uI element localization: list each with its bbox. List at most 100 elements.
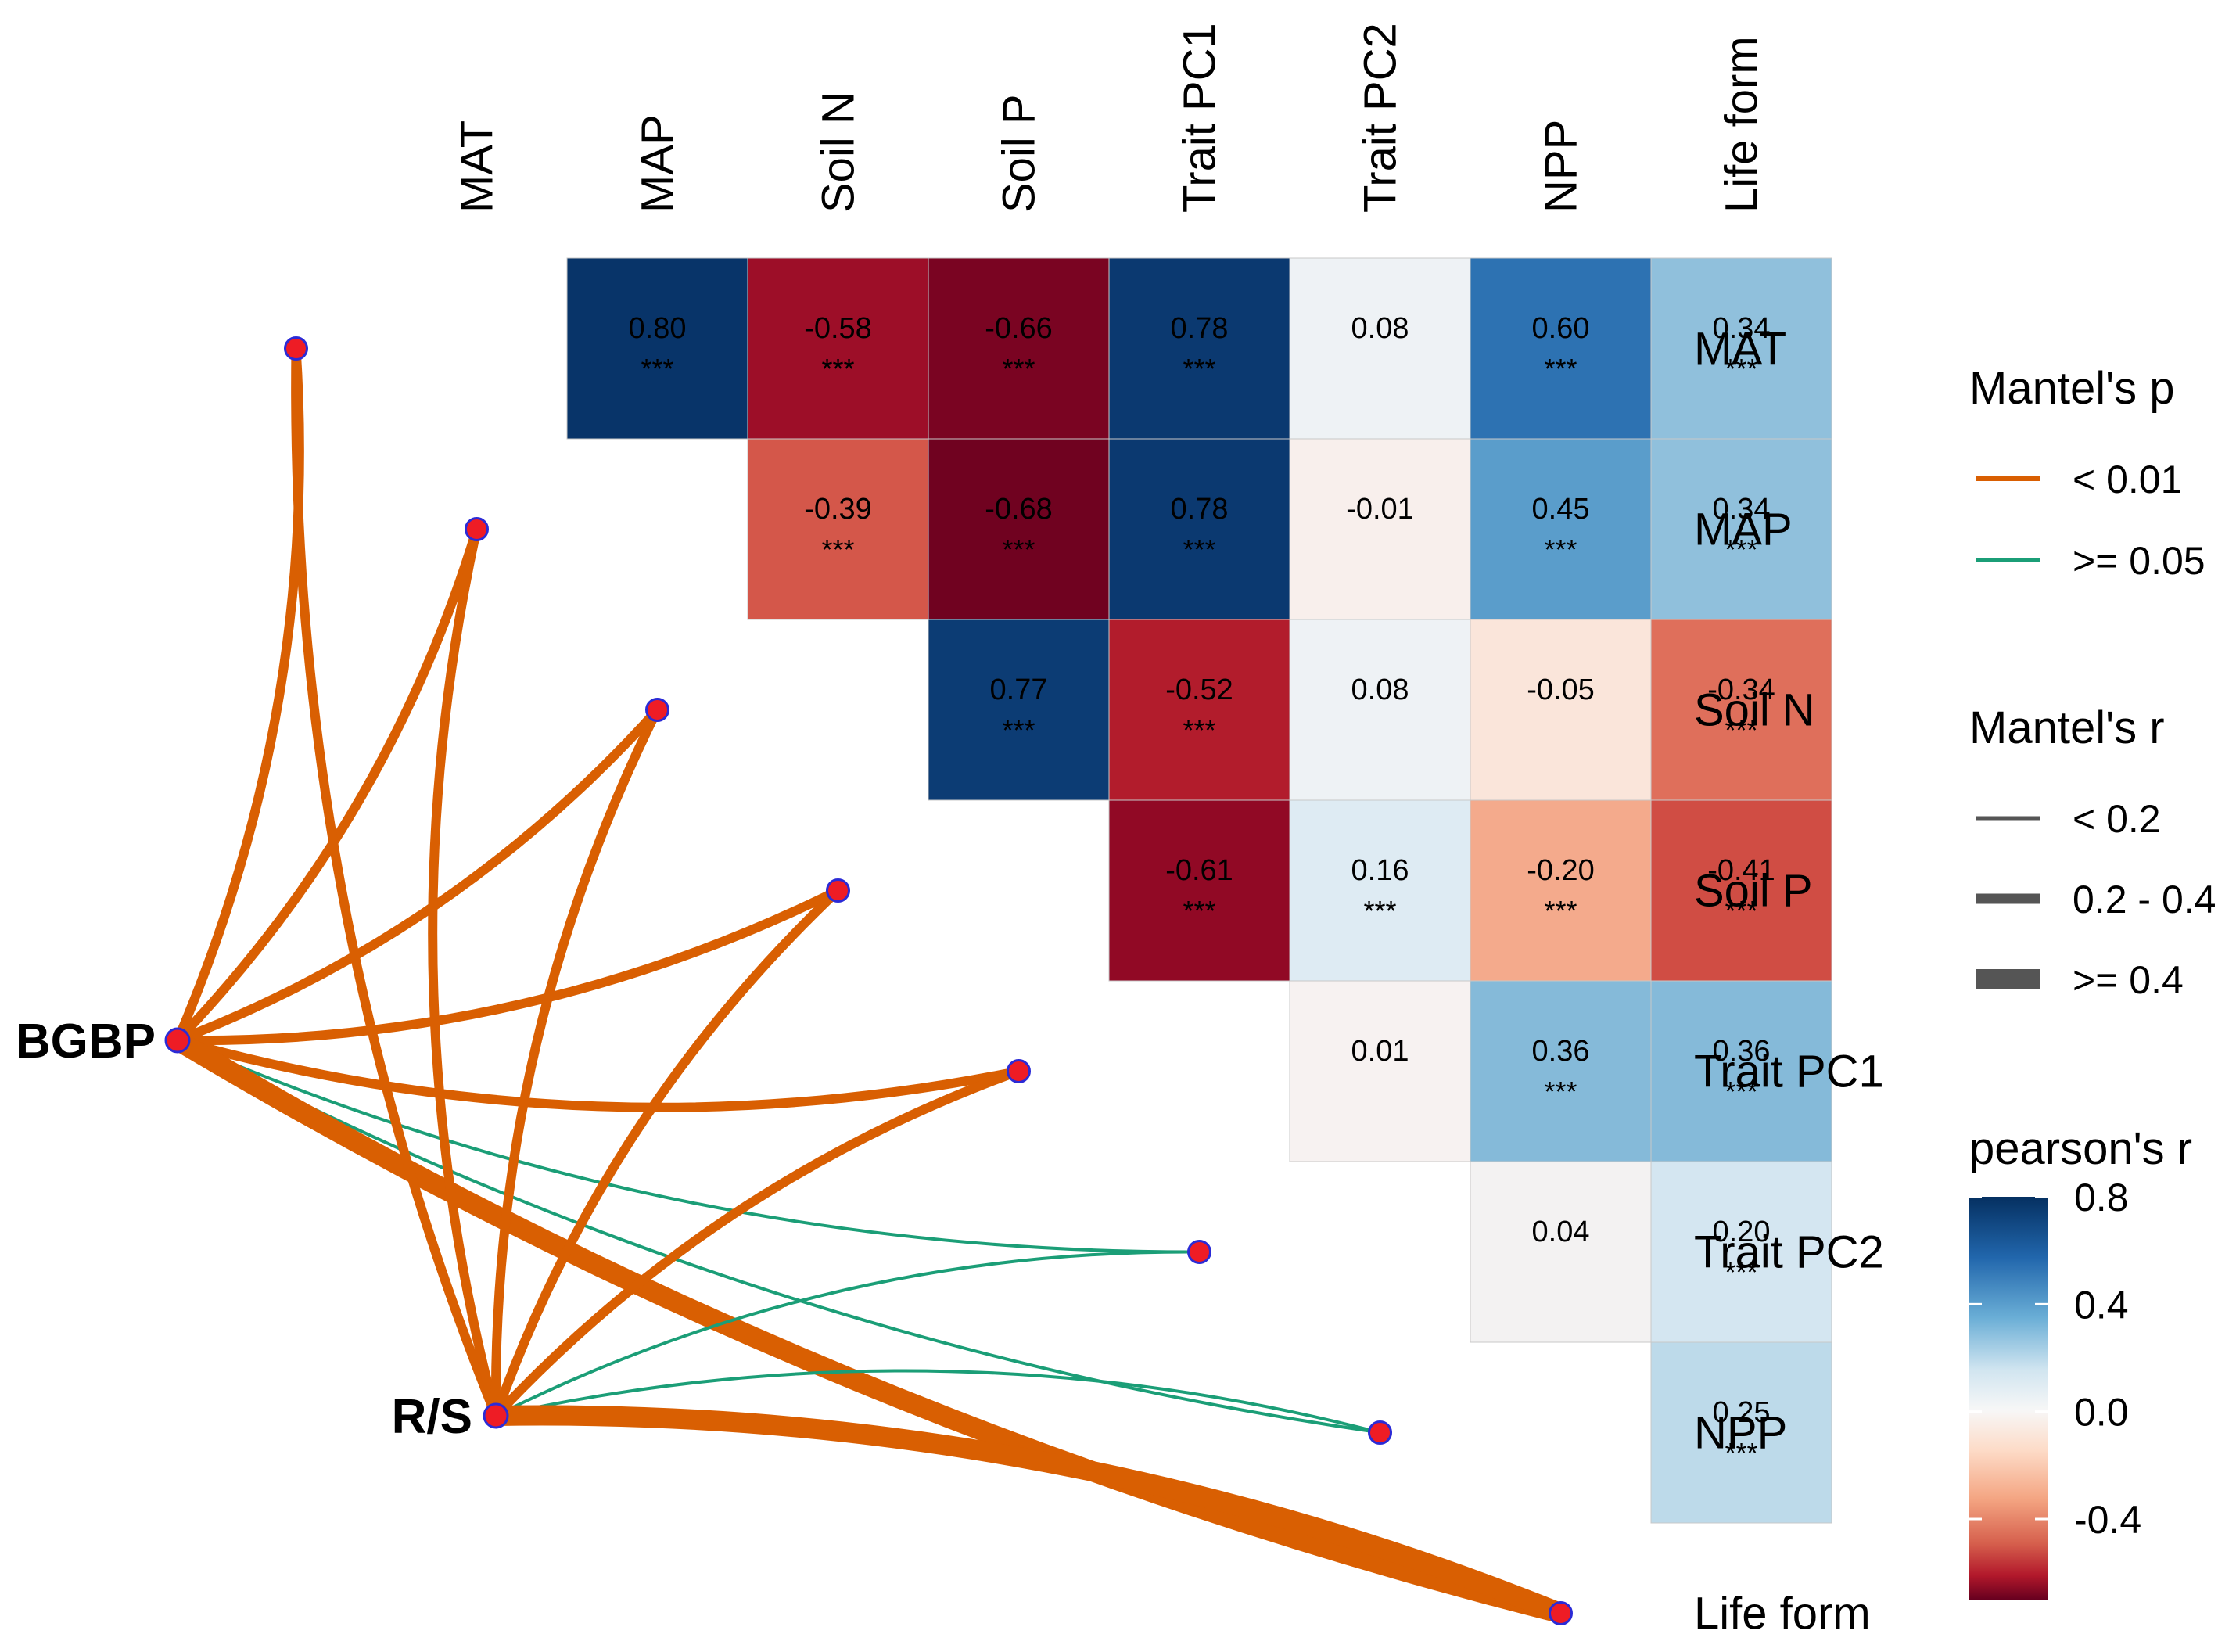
legend-label-p-low: < 0.01 (2073, 458, 2182, 501)
cell-soil-n-npp-value: -0.05 (1527, 673, 1595, 706)
cell-mat-life-form-sig: *** (1725, 353, 1757, 385)
legend-label-r-thin: < 0.2 (2073, 797, 2161, 841)
link-bgbp-mat (173, 343, 304, 1045)
cell-mat-trait-pc1-value: 0.78 (1171, 312, 1229, 345)
cell-map-trait-pc1: 0.78 *** (1108, 438, 1290, 620)
cell-npp-life-form-sig: *** (1725, 1437, 1757, 1469)
legend-label-r-thick: >= 0.4 (2073, 958, 2184, 1002)
col-label-soil-p: Soil P (994, 94, 1045, 213)
link-bgbp-trait-pc1 (173, 1036, 1024, 1112)
row-label-npp: NPP (1694, 1408, 1787, 1459)
link-r-s-soil-p (491, 885, 843, 1420)
axis-labels: MAT MAP Soil N Soil P Trait PC1 Trait PC2 NPP L… (452, 23, 1884, 1639)
legend: Mantel's p < 0.01 >= 0.05 Mantel's r < 0… (1969, 363, 2216, 1600)
cell-soil-n-trait-pc2-value: 0.08 (1351, 673, 1409, 706)
cell-trait-pc1-npp-rect (1470, 980, 1652, 1162)
link-r-s-map (428, 524, 501, 1420)
cell-map-soil-p: -0.68 *** (928, 438, 1110, 620)
cell-trait-pc1-life-form-value: 0.36 (1713, 1035, 1771, 1068)
cell-mat-soil-n: -0.58 *** (747, 257, 929, 440)
cell-map-soil-p-sig: *** (1002, 533, 1035, 566)
cell-soil-n-soil-p-value: 0.77 (990, 673, 1048, 706)
cell-mat-soil-p: -0.66 *** (928, 257, 1110, 440)
cell-trait-pc2-life-form-sig: *** (1725, 1256, 1757, 1288)
cell-trait-pc2-npp-rect (1470, 1161, 1652, 1343)
cell-mat-soil-n-rect (747, 257, 929, 440)
node-life-form (1549, 1601, 1573, 1625)
col-label-soil-n: Soil N (813, 92, 864, 213)
col-label-trait-pc2: Trait PC2 (1355, 23, 1406, 213)
cell-map-trait-pc1-rect (1108, 438, 1290, 620)
cell-mat-trait-pc2: 0.08 (1289, 257, 1471, 440)
cell-map-trait-pc2: -0.01 (1289, 438, 1471, 620)
link-bgbp-life-form (167, 1030, 1571, 1624)
link-r-s-life-form (486, 1405, 1571, 1624)
cell-soil-p-trait-pc1-sig: *** (1183, 895, 1215, 927)
cell-mat-map: 0.80 *** (566, 257, 748, 440)
row-label-mat: MAT (1694, 324, 1786, 375)
link-nodes: BGBP R/S (16, 336, 1573, 1625)
cell-soil-n-trait-pc1: -0.52 *** (1108, 619, 1290, 801)
cell-soil-n-life-form-value: -0.34 (1707, 673, 1775, 706)
cell-soil-n-life-form-rect (1650, 619, 1832, 801)
cell-soil-n-trait-pc1-value: -0.52 (1165, 673, 1233, 706)
cell-trait-pc1-npp-value: 0.36 (1532, 1035, 1590, 1068)
cell-mat-life-form-value: 0.34 (1713, 312, 1771, 345)
cell-map-trait-pc2-value: -0.01 (1346, 493, 1414, 526)
cell-map-life-form: 0.34 *** (1650, 438, 1832, 620)
cell-soil-p-trait-pc2-rect (1289, 799, 1471, 982)
legend-title-mantel-r: Mantel's r (1969, 702, 2165, 753)
legend-label-r-medium: 0.2 - 0.4 (2073, 878, 2216, 921)
node-source-bgbp (164, 1027, 191, 1054)
cell-mat-trait-pc1: 0.78 *** (1108, 257, 1290, 440)
cell-map-soil-n-rect (747, 438, 929, 620)
col-label-mat: MAT (452, 120, 503, 213)
cell-mat-map-value: 0.80 (629, 312, 687, 345)
cell-soil-p-trait-pc2: 0.16 *** (1289, 799, 1471, 982)
colorbar-tick-label-0: 0.8 (2074, 1176, 2129, 1219)
cell-soil-n-soil-p-sig: *** (1002, 714, 1035, 746)
cell-soil-n-soil-p-rect (928, 619, 1110, 801)
link-r-s-soil-n (490, 705, 662, 1420)
cell-map-soil-n: -0.39 *** (747, 438, 929, 620)
cell-soil-p-trait-pc1-value: -0.61 (1165, 854, 1233, 887)
cell-map-trait-pc2-rect (1289, 438, 1471, 620)
cell-map-npp-sig: *** (1544, 533, 1577, 566)
cell-soil-p-trait-pc2-value: 0.16 (1351, 854, 1409, 887)
cell-npp-life-form-rect (1650, 1341, 1832, 1524)
link-bgbp-trait-pc2 (176, 1039, 1201, 1254)
legend-label-p-high: >= 0.05 (2073, 539, 2205, 583)
link-r-s-trait-pc2 (494, 1250, 1201, 1417)
link-r-s-mat (291, 343, 501, 1420)
cell-trait-pc2-life-form: 0.20 *** (1650, 1161, 1832, 1343)
link-bgbp-soil-p (173, 885, 843, 1046)
cell-mat-map-rect (566, 257, 748, 440)
cell-map-life-form-value: 0.34 (1713, 493, 1771, 526)
cell-map-soil-n-value: -0.39 (804, 493, 872, 526)
cell-mat-npp-sig: *** (1544, 353, 1577, 385)
node-soil-n (645, 698, 669, 722)
cell-npp-life-form-value: 0.25 (1713, 1396, 1771, 1429)
cell-soil-n-life-form: -0.34 *** (1650, 619, 1832, 801)
cell-trait-pc1-npp: 0.36 *** (1470, 980, 1652, 1162)
cell-trait-pc2-life-form-value: 0.20 (1713, 1216, 1771, 1248)
cell-soil-p-trait-pc1: -0.61 *** (1108, 799, 1290, 982)
cell-trait-pc1-npp-sig: *** (1544, 1076, 1577, 1108)
source-label-bgbp: BGBP (16, 1015, 156, 1068)
cell-soil-p-trait-pc2-sig: *** (1363, 895, 1396, 927)
node-trait-pc1 (1007, 1059, 1031, 1083)
cell-soil-n-trait-pc1-rect (1108, 619, 1290, 801)
col-label-map: MAP (633, 114, 684, 213)
cell-mat-trait-pc1-sig: *** (1183, 353, 1215, 385)
col-label-trait-pc1: Trait PC1 (1175, 23, 1226, 213)
link-bgbp-map (173, 524, 482, 1045)
col-label-npp: NPP (1536, 120, 1587, 213)
cell-map-life-form-rect (1650, 438, 1832, 620)
source-label-r-s: R/S (392, 1390, 472, 1444)
cell-soil-n-trait-pc1-sig: *** (1183, 714, 1215, 746)
cell-mat-trait-pc2-rect (1289, 257, 1471, 440)
cell-soil-p-npp-sig: *** (1544, 895, 1577, 927)
cell-soil-n-trait-pc2: 0.08 (1289, 619, 1471, 801)
cell-map-npp-rect (1470, 438, 1652, 620)
